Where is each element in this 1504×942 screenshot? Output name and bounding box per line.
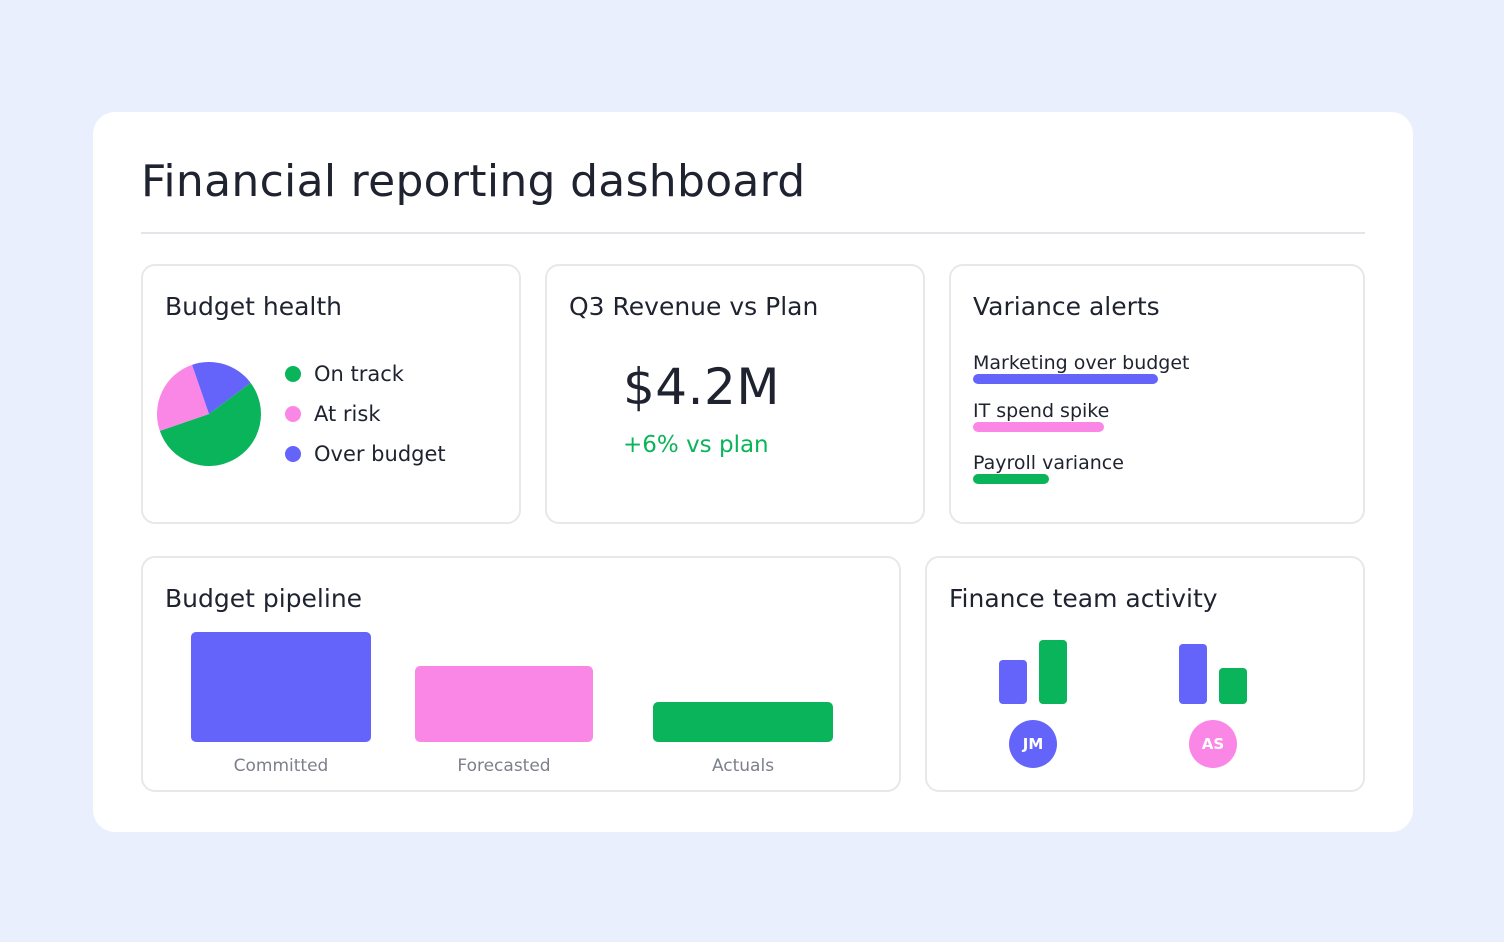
pipeline-label-committed: Committed — [233, 756, 329, 776]
finance-team-activity-card[interactable]: Finance team activity JM AS — [925, 556, 1365, 792]
alert-bar-payroll — [973, 474, 1049, 484]
avatar-jm[interactable]: JM — [1009, 720, 1057, 768]
pipeline-label-forecasted: Forecasted — [457, 756, 551, 776]
page-title: Financial reporting dashboard — [141, 156, 806, 207]
activity-bar-as-2[interactable] — [1219, 668, 1247, 704]
legend-label: On track — [314, 362, 404, 386]
pipeline-bar-committed[interactable] — [191, 632, 371, 742]
legend-item-over-budget: Over budget — [285, 434, 446, 474]
pipeline-label-actuals: Actuals — [711, 756, 775, 776]
budget-health-legend: On track At risk Over budget — [285, 354, 446, 474]
over-budget-dot — [285, 446, 301, 462]
variance-alerts-title: Variance alerts — [973, 292, 1160, 321]
alert-bar-it-spend — [973, 422, 1104, 432]
title-divider — [141, 232, 1365, 234]
activity-bar-as-1[interactable] — [1179, 644, 1207, 704]
dashboard-panel: Financial reporting dashboard Budget hea… — [93, 112, 1413, 832]
alert-item-it-spend[interactable]: IT spend spike — [973, 400, 1109, 432]
pie-slice-on-track[interactable] — [159, 382, 261, 466]
alert-label: Payroll variance — [973, 452, 1124, 474]
revenue-value: $4.2M — [623, 358, 780, 416]
legend-item-at-risk: At risk — [285, 394, 446, 434]
activity-bar-jm-1[interactable] — [999, 660, 1027, 704]
revenue-delta: +6% vs plan — [623, 432, 769, 458]
alert-item-payroll[interactable]: Payroll variance — [973, 452, 1124, 484]
pie-slice-over-budget[interactable] — [192, 361, 251, 414]
budget-pipeline-title: Budget pipeline — [165, 584, 363, 613]
on-track-dot — [285, 366, 301, 382]
budget-health-pie[interactable] — [156, 361, 262, 467]
variance-alerts-card[interactable]: Variance alerts Marketing over budget IT… — [949, 264, 1365, 524]
budget-health-title: Budget health — [165, 292, 343, 321]
budget-pipeline-card[interactable]: Budget pipeline Committed Forecasted Act… — [141, 556, 901, 792]
legend-label: Over budget — [314, 442, 446, 466]
alert-bar-marketing — [973, 374, 1158, 384]
at-risk-dot — [285, 406, 301, 422]
revenue-title: Q3 Revenue vs Plan — [569, 292, 819, 321]
budget-health-card[interactable]: Budget health On track At risk Over budg… — [141, 264, 521, 524]
alert-item-marketing[interactable]: Marketing over budget — [973, 352, 1190, 384]
alert-label: Marketing over budget — [973, 352, 1190, 374]
avatar-as[interactable]: AS — [1189, 720, 1237, 768]
revenue-card[interactable]: Q3 Revenue vs Plan $4.2M +6% vs plan — [545, 264, 925, 524]
activity-bar-jm-2[interactable] — [1039, 640, 1067, 704]
pipeline-bar-forecasted[interactable] — [415, 666, 593, 742]
pie-slice-at-risk[interactable] — [156, 364, 209, 431]
alert-label: IT spend spike — [973, 400, 1110, 422]
legend-item-on-track: On track — [285, 354, 446, 394]
finance-team-activity-title: Finance team activity — [949, 584, 1218, 613]
pipeline-bar-actuals[interactable] — [653, 702, 833, 742]
legend-label: At risk — [314, 402, 381, 426]
